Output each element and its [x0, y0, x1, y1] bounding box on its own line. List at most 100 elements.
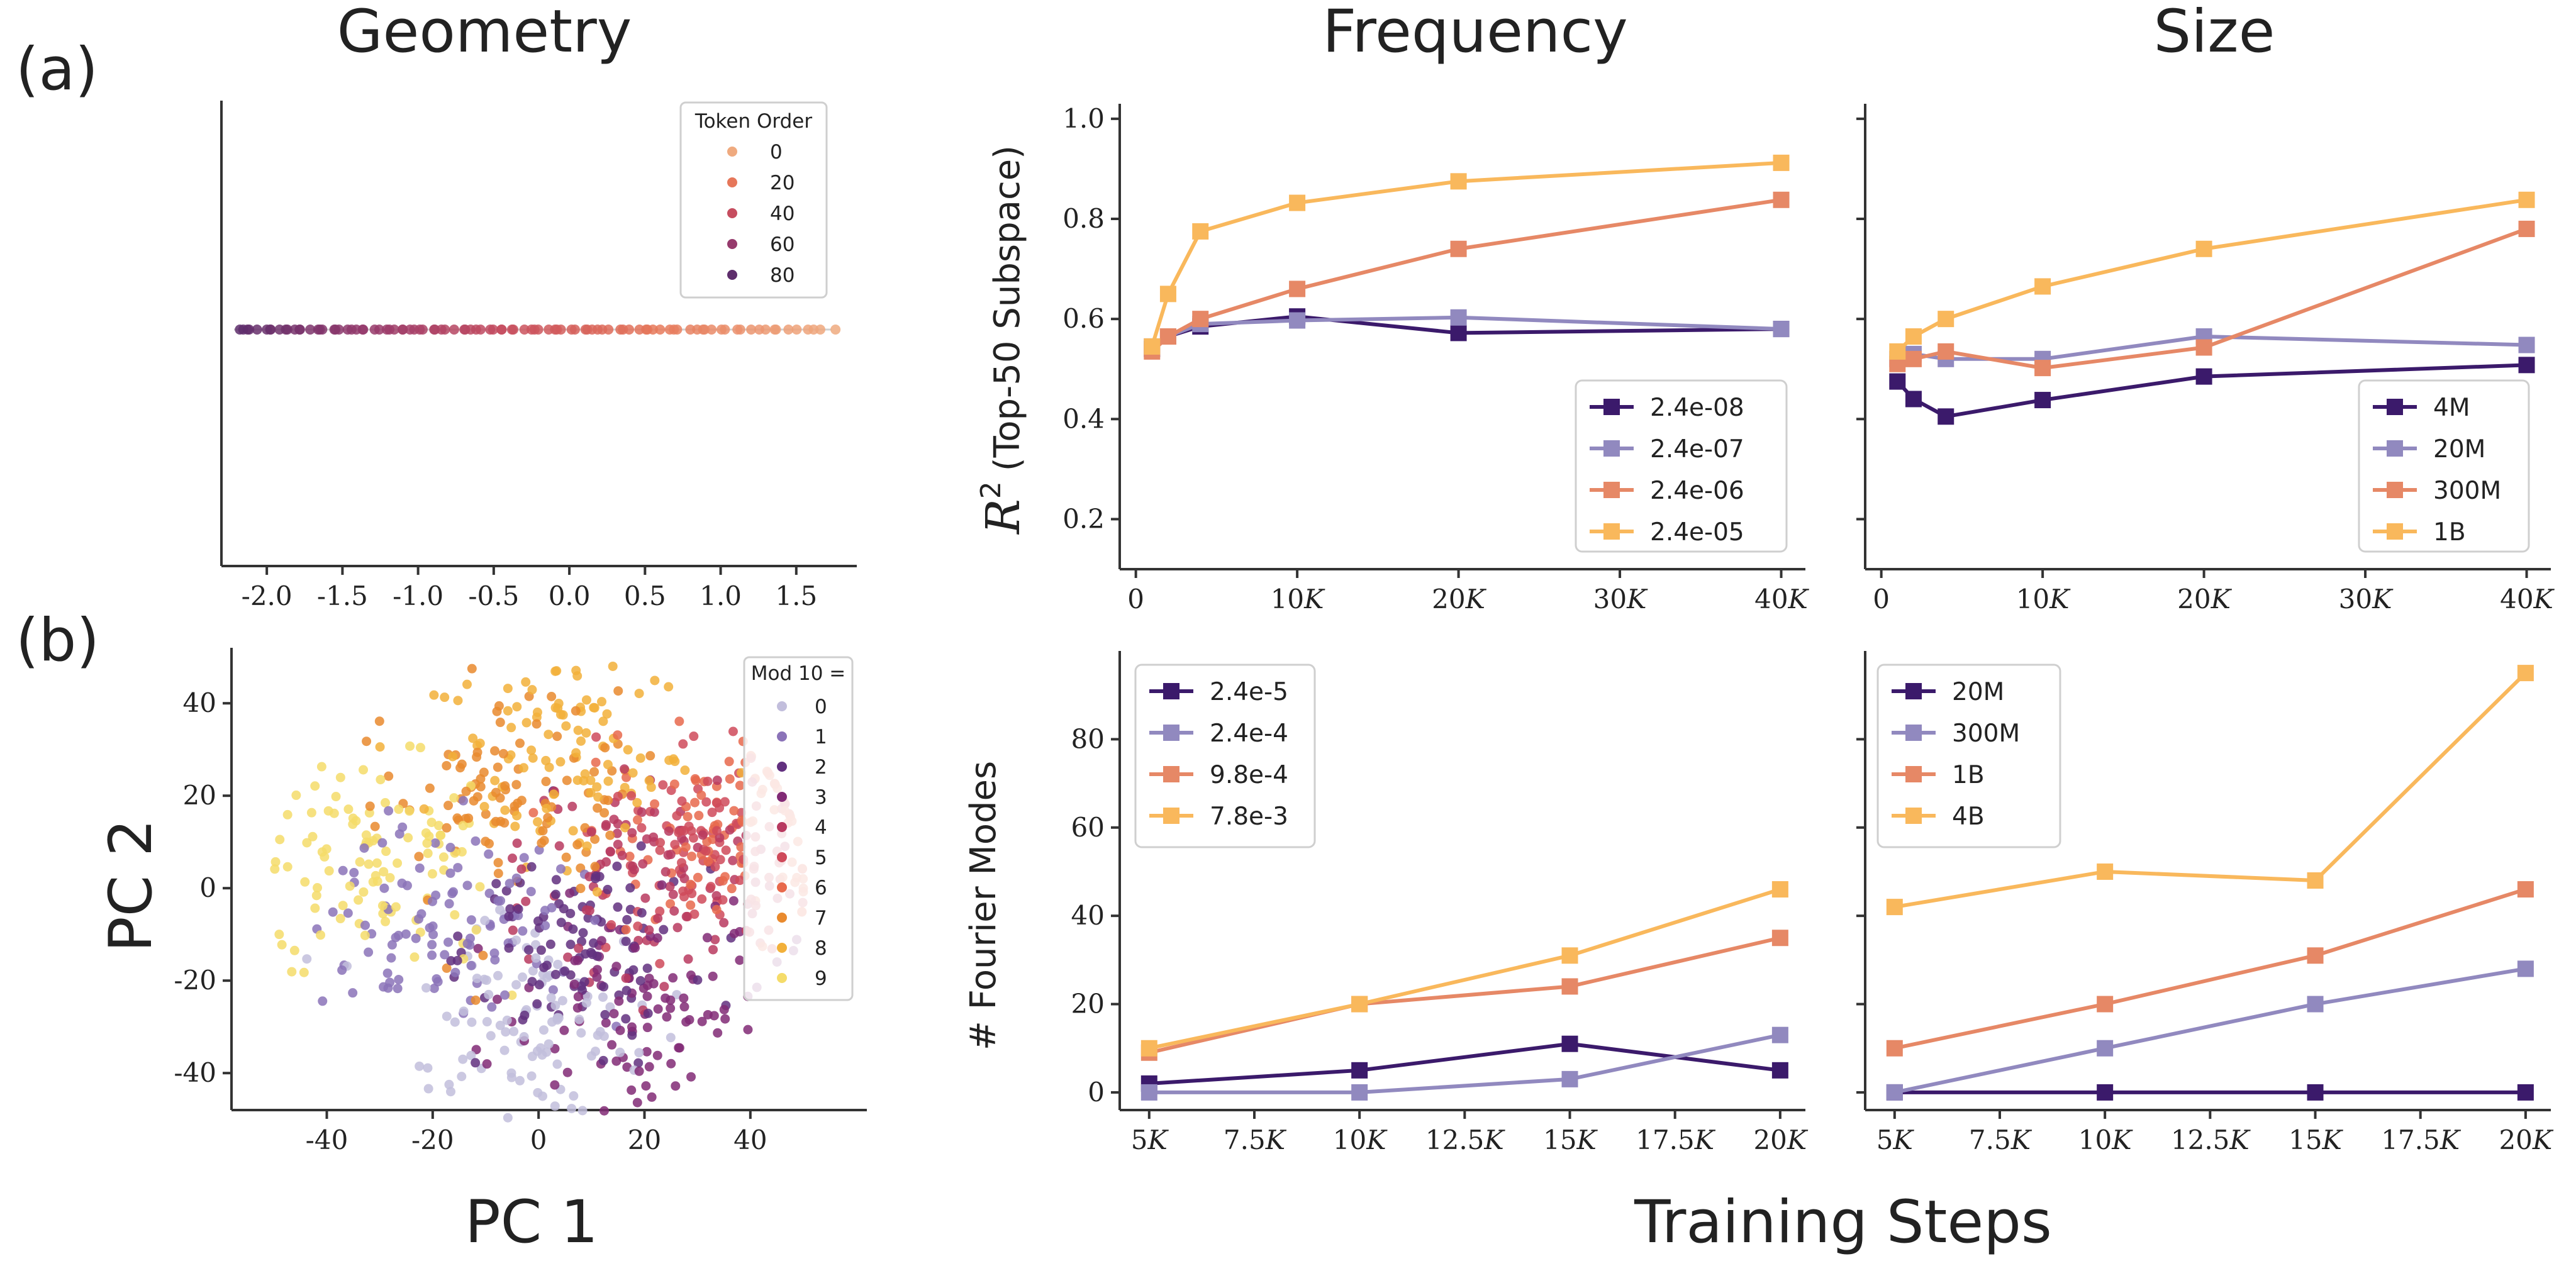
geometry-b-point-219	[270, 857, 281, 867]
geometry-b-point-201	[449, 887, 459, 897]
geometry-b-point-903	[743, 1025, 753, 1035]
geometry-b-point-729	[405, 741, 415, 751]
geometry-b-point-319	[335, 914, 345, 924]
geometry-a-point-9	[754, 325, 764, 335]
geometry-b-point-728	[549, 789, 559, 799]
geometry-b-point-220	[528, 966, 538, 976]
frequency-b-xtick-label-4: 15K	[1543, 1125, 1598, 1155]
geometry-b-ytick-label-1: -20	[174, 965, 216, 996]
geometry-b-point-902	[622, 914, 632, 925]
geometry-b-point-956	[528, 808, 538, 818]
geometry-a-point-62	[429, 325, 440, 335]
geometry-b-point-923	[599, 1106, 609, 1116]
geometry-b-point-901	[519, 853, 529, 863]
geometry-b-legend-marker-9	[777, 973, 787, 983]
geometry-b-point-882	[560, 966, 570, 976]
geometry-b-point-701	[500, 990, 510, 1000]
geometry-b-point-707	[599, 808, 610, 818]
geometry-b-point-548	[593, 792, 603, 802]
size-b-xtick-unit-2: K	[2111, 1125, 2133, 1155]
geometry-b-point-344	[711, 891, 722, 901]
geometry-b-point-267	[495, 718, 505, 728]
geometry-b-point-898	[592, 887, 602, 897]
geometry-b-point-682	[491, 879, 501, 889]
geometry-b-legend-label-8: 8	[815, 937, 827, 960]
geometry-b-point-118	[555, 757, 566, 767]
geometry-b-point-1	[444, 899, 454, 909]
geometry-b-point-381	[343, 908, 353, 918]
geometry-b-point-764	[644, 925, 654, 935]
geometry-b-point-791	[484, 849, 494, 859]
geometry-b-point-375	[633, 921, 643, 931]
geometry-b-point-343	[615, 1025, 625, 1035]
geometry-b-point-977	[478, 950, 488, 960]
geometry-b-point-273	[644, 974, 654, 984]
geometry-b-point-889	[436, 830, 446, 840]
geometry-b-legend-label-1: 1	[815, 726, 827, 748]
geometry-b-point-253	[644, 1062, 654, 1072]
geometry-b-point-824	[605, 847, 615, 857]
frequency-a-ytick-label-4: 1.0	[1062, 103, 1105, 134]
geometry-b-point-788	[479, 802, 489, 812]
geometry-b-point-517	[589, 767, 599, 777]
geometry-b-point-732	[581, 949, 591, 959]
frequency-a-point-3-5	[1773, 154, 1790, 171]
geometry-b-point-600	[459, 1006, 469, 1016]
size-a-point-0-1	[1905, 391, 1922, 408]
frequency-b-xtick-label-6: 20K	[1753, 1125, 1808, 1155]
geometry-b-point-520	[598, 992, 608, 1002]
geometry-b-point-639	[458, 821, 468, 831]
geometry-b-point-20	[511, 980, 521, 990]
geometry-b-point-877	[495, 793, 505, 803]
geometry-b-point-93	[679, 1002, 689, 1012]
geometry-b-point-467	[491, 816, 501, 826]
frequency-a-point-1-4	[1450, 309, 1467, 326]
geometry-b-point-377	[552, 731, 562, 742]
frequency-b-point-3-1	[1351, 996, 1368, 1013]
frequency-a-legend-marker-0	[1603, 399, 1620, 415]
frequency-b-xtick-num-5: 17.5	[1636, 1125, 1695, 1155]
geometry-b-point-110	[552, 1059, 562, 1069]
frequency-b-xtick-unit-3: K	[1483, 1125, 1505, 1155]
geometry-b-point-776	[711, 904, 722, 914]
geometry-b-point-334	[516, 864, 527, 874]
geometry-a-point-19	[685, 325, 696, 335]
geometry-b-point-961	[445, 843, 455, 853]
frequency-b-point-1-3	[1771, 1026, 1788, 1043]
geometry-b-point-500	[577, 1106, 588, 1116]
geometry-b-point-925	[606, 920, 616, 930]
geometry-b-point-919	[310, 903, 320, 913]
geometry-b-point-374	[620, 764, 630, 774]
geometry-b-point-549	[354, 895, 364, 905]
size-b-point-1-0	[1886, 1084, 1903, 1101]
geometry-b-point-991	[547, 903, 557, 913]
geometry-b-point-933	[569, 979, 579, 989]
frequency-b-legend-marker-3	[1163, 808, 1179, 824]
geometry-b-point-494	[567, 801, 577, 811]
geometry-a-point-15	[706, 325, 717, 335]
geometry-b-point-565	[711, 798, 722, 808]
geometry-b-point-672	[637, 908, 647, 918]
frequency-b-xtick-label-1: 7.5K	[1224, 1125, 1287, 1155]
frequency-b-point-0-3	[1771, 1062, 1788, 1079]
geometry-b-point-654	[698, 830, 708, 840]
geometry-b-point-623	[550, 1080, 560, 1090]
geometry-b-point-360	[591, 1047, 601, 1057]
geometry-b-point-301	[430, 838, 440, 848]
geometry-a-point-94	[262, 325, 272, 335]
geometry-b-point-612	[550, 889, 560, 899]
geometry-b-point-861	[397, 878, 407, 888]
geometry-b-point-918	[440, 692, 450, 703]
geometry-a-point-48	[506, 325, 517, 335]
geometry-b-point-608	[586, 787, 596, 797]
frequency-a-xtick-label-1: 10K	[1271, 584, 1325, 614]
size-b-xtick-num-4: 15	[2289, 1125, 2322, 1155]
geometry-b-point-581	[425, 923, 435, 933]
geometry-b-point-587	[490, 746, 500, 756]
geometry-b-point-865	[711, 826, 722, 836]
geometry-a-legend-marker-2	[727, 208, 737, 218]
geometry-b-point-852	[550, 969, 560, 979]
geometry-b-point-773	[686, 1072, 696, 1082]
geometry-b-point-578	[453, 696, 463, 706]
geometry-b-point-663	[642, 980, 652, 991]
